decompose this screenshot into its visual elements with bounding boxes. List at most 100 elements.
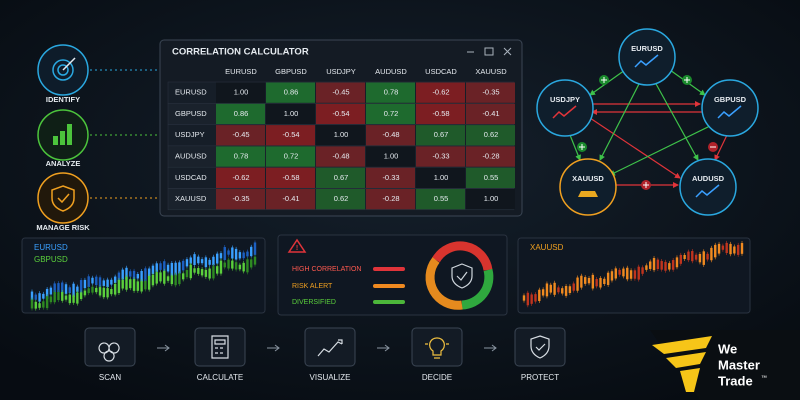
alert-mark: ! [296, 245, 298, 252]
candle-body [561, 288, 564, 294]
cell-value: -0.54 [332, 109, 349, 118]
candle-body [193, 268, 196, 273]
candle-body [106, 288, 109, 298]
candle-body [238, 264, 242, 270]
cell-value: -0.33 [382, 173, 399, 182]
candle-body [576, 277, 579, 291]
candle-body [200, 259, 204, 264]
candle-body [714, 244, 717, 258]
cell-value: 0.67 [334, 173, 349, 182]
candle-body [34, 294, 37, 300]
node-label: GBPUSD [714, 95, 747, 104]
cell-value: 1.00 [284, 109, 299, 118]
candle-body [132, 270, 136, 280]
candle-body [706, 253, 709, 260]
candle-body [42, 293, 45, 299]
candle-body [223, 247, 226, 260]
candle-body [660, 261, 663, 270]
cell-bg [266, 82, 315, 103]
logo-text: We [718, 341, 737, 356]
candle-body [253, 256, 257, 265]
alert-icon [287, 238, 307, 253]
candle-body [545, 283, 549, 297]
candle-body [106, 279, 109, 288]
cell-bg [466, 167, 515, 188]
cell-bg [316, 146, 365, 167]
candle-body [147, 275, 151, 290]
candle-body [223, 262, 226, 268]
candles [30, 240, 744, 311]
candle-body [671, 260, 675, 270]
cell-bg [216, 125, 265, 146]
candle-body [687, 251, 690, 261]
cell-value: -0.62 [432, 88, 449, 97]
manage-risk-icon [37, 172, 89, 224]
candle-body [740, 243, 744, 254]
logo-text: Trade [718, 373, 753, 388]
candle-body [170, 275, 174, 285]
candle-body [87, 276, 90, 288]
candle-body [568, 286, 572, 293]
candle-body [725, 242, 728, 254]
node [559, 158, 617, 216]
candle-body [526, 292, 530, 306]
candle-body [212, 266, 215, 279]
cell-value: -0.45 [332, 88, 349, 97]
candle-body [140, 281, 143, 292]
candle-body [702, 251, 705, 265]
candle-body [64, 295, 68, 300]
candle-body [208, 259, 211, 265]
candle-body [155, 263, 158, 272]
candle-body [181, 260, 185, 271]
candle-body [197, 256, 200, 264]
cell-value: -0.58 [432, 109, 449, 118]
column-header: USDJPY [326, 67, 356, 76]
candle-body [610, 271, 614, 281]
node-label: AUDUSD [692, 174, 725, 183]
candle-body [49, 287, 53, 295]
node [536, 79, 594, 137]
row-header: USDJPY [175, 130, 205, 139]
workflow-icon [98, 342, 120, 362]
candle-body [637, 266, 640, 280]
legend-item: EURUSD [34, 243, 68, 252]
candle-body [68, 294, 71, 304]
workflow-label: DECIDE [422, 373, 452, 382]
candle-body [698, 253, 702, 263]
cell-bg [266, 167, 315, 188]
candle-body [691, 251, 694, 262]
candle-body [189, 264, 192, 279]
arrow [267, 344, 280, 352]
workflow-step [514, 327, 566, 367]
cell-bg [266, 103, 315, 125]
candle-body [668, 263, 671, 270]
cell-bg [466, 103, 515, 125]
arrow [484, 344, 497, 352]
window-controls[interactable] [467, 47, 512, 56]
candle-body [580, 275, 583, 288]
workflow-label: CALCULATE [197, 373, 244, 382]
candle-body [166, 276, 170, 281]
candle-body [242, 262, 245, 272]
candle-body [253, 242, 257, 255]
pair-chart-panel [21, 237, 266, 314]
candle-body [583, 277, 587, 284]
risk-legend: DIVERSIFIED [292, 299, 336, 306]
candle-body [553, 282, 556, 295]
arrow [157, 344, 170, 352]
candle-body [163, 270, 166, 284]
candle-body [68, 287, 71, 294]
cell-value: -0.45 [232, 130, 249, 139]
cell-value: 1.00 [484, 194, 499, 203]
cell-value: 1.00 [434, 173, 449, 182]
cell-bg [216, 103, 265, 125]
cell-bg [366, 125, 415, 146]
cell-bg [316, 125, 365, 146]
candle-body [234, 248, 238, 260]
cell-value: -0.48 [382, 130, 399, 139]
candle-body [618, 269, 621, 275]
candle-body [649, 261, 652, 269]
candle-body [147, 268, 151, 277]
candle-body [721, 245, 725, 250]
